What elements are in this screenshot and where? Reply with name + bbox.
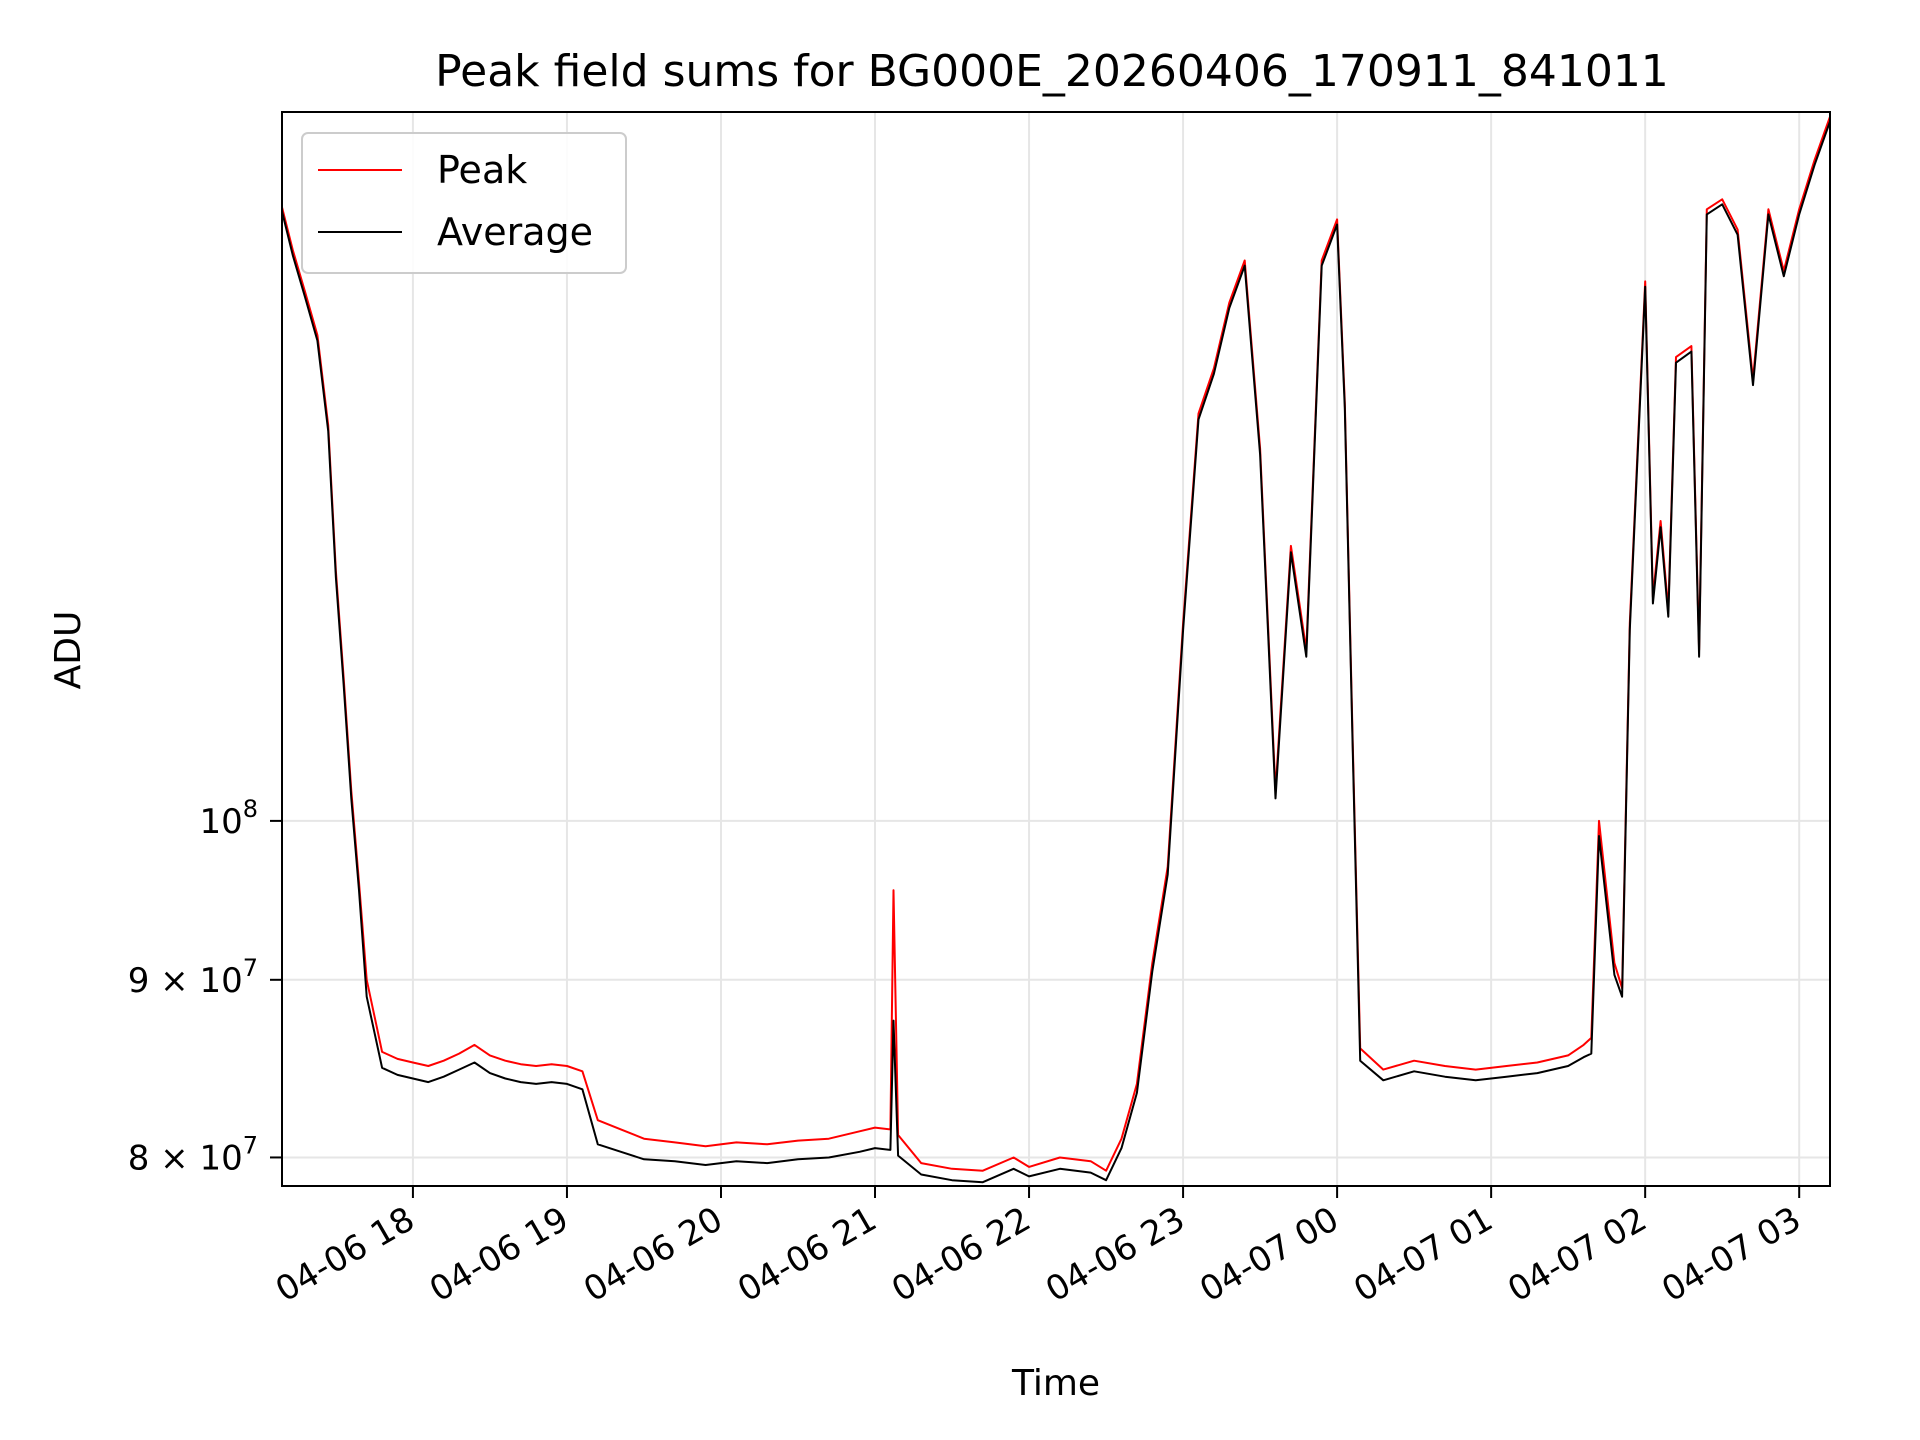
legend-label-peak: Peak (437, 148, 527, 192)
plot-lines (282, 116, 1830, 1184)
legend-box (301, 132, 627, 274)
y-axis: 8 × 107 9 × 107 108 (128, 795, 282, 1178)
x-axis-title: Time (1011, 1363, 1100, 1404)
y-tick-label: 8 × 107 (128, 1131, 258, 1178)
y-tick-label: 108 (199, 795, 258, 842)
legend: Peak Average (301, 132, 627, 274)
y-tick-label: 9 × 107 (128, 954, 258, 1001)
y-axis-title: ADU (48, 611, 89, 690)
legend-label-average: Average (437, 210, 593, 254)
plot-frame (281, 111, 1831, 1187)
chart-title: Peak field sums for BG000E_20260406_1709… (435, 46, 1669, 97)
series-line-average (282, 121, 1830, 1184)
